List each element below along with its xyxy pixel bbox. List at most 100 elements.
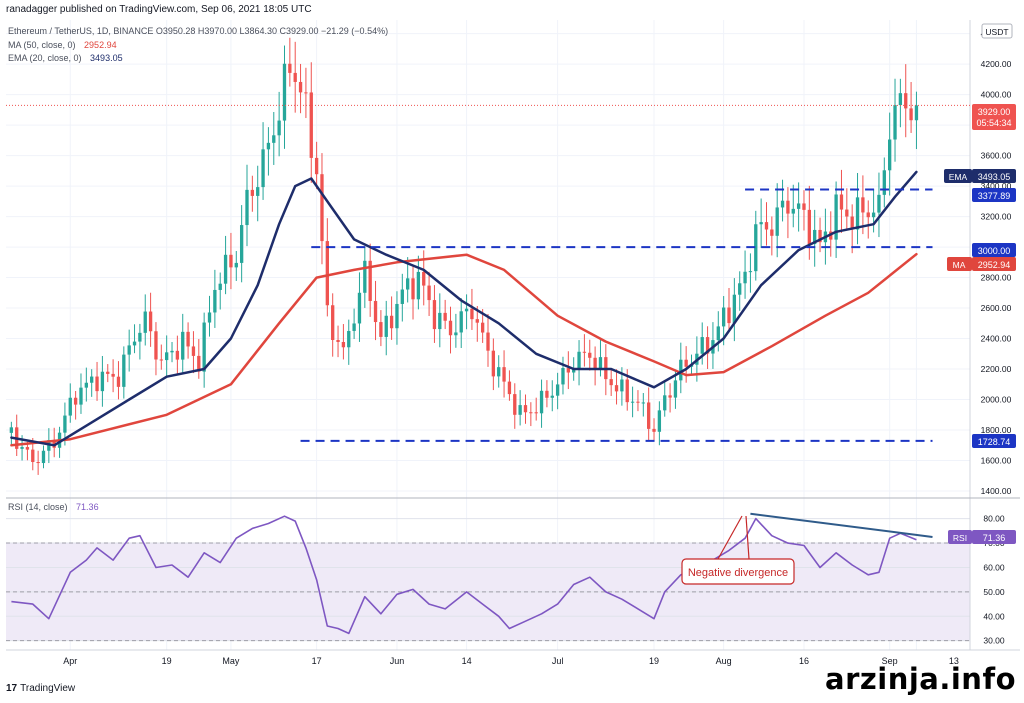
candle xyxy=(143,294,147,346)
candle xyxy=(186,322,190,359)
candle xyxy=(357,272,362,342)
candle xyxy=(743,250,747,299)
candle xyxy=(448,306,453,354)
candle xyxy=(898,78,903,128)
candle xyxy=(904,64,908,138)
candle xyxy=(229,232,233,290)
time-tick-label: 19 xyxy=(162,656,172,666)
rsi-tag-label: RSI xyxy=(953,533,967,543)
candle-body xyxy=(673,380,678,398)
candle-body xyxy=(207,312,212,323)
callout-pointer-left xyxy=(717,515,743,560)
candle-body xyxy=(229,254,233,268)
candle xyxy=(239,205,244,283)
candle xyxy=(309,62,313,183)
symbol-legend[interactable]: Ethereum / TetherUS, 1D, BINANCE O3950.2… xyxy=(8,26,389,36)
candle xyxy=(347,319,351,365)
candle-body xyxy=(705,337,710,354)
candle-body xyxy=(282,63,287,121)
candle xyxy=(802,190,806,231)
candle xyxy=(614,369,619,405)
candle xyxy=(432,285,437,343)
candle xyxy=(593,346,597,386)
ema-legend-value: 3493.05 xyxy=(90,53,123,63)
candle-body xyxy=(893,105,897,140)
candle xyxy=(218,272,222,310)
candle xyxy=(684,346,688,383)
candle xyxy=(855,172,860,245)
candle-body xyxy=(138,332,142,342)
candle-body xyxy=(786,200,790,214)
candle-body xyxy=(748,271,753,273)
rsi-tag: RSI 71.36 xyxy=(948,530,1016,544)
candle xyxy=(486,313,490,367)
time-axis-ticks[interactable]: Apr 19 May 17 Jun 14 Jul 19 Aug 16 Sep 13 xyxy=(63,656,959,666)
candle xyxy=(336,325,340,358)
negative-divergence-callout: Negative divergence xyxy=(681,515,795,585)
candle-body xyxy=(534,412,538,414)
candle-body xyxy=(272,135,276,143)
candle-body xyxy=(448,320,453,336)
price-tick-label: 1800.00 xyxy=(981,425,1012,435)
candle xyxy=(775,183,779,258)
tradingview-logo[interactable]: 17 TradingView xyxy=(6,683,75,694)
candle-body xyxy=(850,216,854,230)
candle-body xyxy=(904,93,908,109)
candle-body xyxy=(764,222,769,230)
candle xyxy=(577,340,581,386)
candle xyxy=(668,383,672,413)
candle xyxy=(748,253,753,293)
candle-body xyxy=(507,381,512,395)
candle xyxy=(207,295,212,337)
candle xyxy=(598,339,603,377)
candle xyxy=(9,421,14,447)
candle xyxy=(513,383,517,429)
candle-body xyxy=(175,350,180,360)
level-3000-tag-value: 3000.00 xyxy=(978,246,1011,256)
candle-body xyxy=(898,93,903,106)
candle-body xyxy=(223,254,228,284)
candle xyxy=(502,350,506,398)
candle-body xyxy=(202,322,206,372)
candle-body xyxy=(727,307,731,324)
candle xyxy=(272,111,276,165)
ma-legend[interactable]: MA (50, close, 0) 2952.94 xyxy=(8,40,117,50)
candle xyxy=(464,294,469,330)
candle xyxy=(909,82,913,133)
candle xyxy=(866,200,870,239)
candle xyxy=(79,373,83,414)
candle xyxy=(84,367,88,402)
candle-body xyxy=(132,341,137,346)
candle-body xyxy=(770,229,774,236)
candle xyxy=(839,169,844,233)
price-tick-label: 1400.00 xyxy=(981,486,1012,496)
ma-tag-label: MA xyxy=(953,260,966,270)
candle-body xyxy=(363,260,367,293)
candle xyxy=(845,188,849,229)
price-tick-label: 2800.00 xyxy=(981,273,1012,283)
candle xyxy=(636,390,640,412)
rsi-tick-label: 60.00 xyxy=(983,562,1005,572)
candle xyxy=(705,326,710,369)
candle-body xyxy=(491,350,496,377)
candle-body xyxy=(293,72,297,82)
candle xyxy=(539,379,544,428)
candle-body xyxy=(464,308,469,312)
rsi-tag-value: 71.36 xyxy=(983,533,1006,543)
rsi-legend[interactable]: RSI (14, close) 71.36 xyxy=(8,502,99,512)
candle-body xyxy=(73,397,78,405)
candle xyxy=(545,380,549,408)
price-tick-label: 2400.00 xyxy=(981,334,1012,344)
candle xyxy=(534,397,538,421)
currency-box[interactable]: USDT xyxy=(981,23,1013,39)
candle-body xyxy=(486,332,490,351)
candle-body xyxy=(234,262,238,268)
candle xyxy=(630,386,635,418)
horizontal-levels xyxy=(300,188,933,442)
candle-body xyxy=(914,105,919,121)
candle-body xyxy=(716,326,720,341)
ema-legend[interactable]: EMA (20, close, 0) 3493.05 xyxy=(8,53,123,63)
candle-body xyxy=(679,359,683,381)
candle-body xyxy=(31,449,35,463)
rsi-grid xyxy=(6,518,970,642)
